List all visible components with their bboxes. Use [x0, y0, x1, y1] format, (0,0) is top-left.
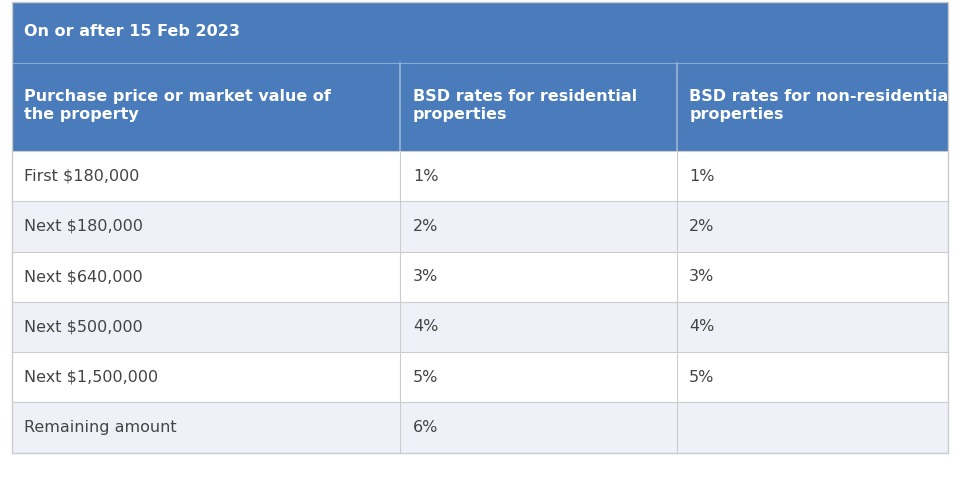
Text: BSD rates for non-residential
properties: BSD rates for non-residential properties — [689, 89, 954, 122]
Text: Next $500,000: Next $500,000 — [24, 319, 143, 334]
Text: 2%: 2% — [689, 219, 714, 234]
Text: Remaining amount: Remaining amount — [24, 420, 177, 435]
Text: 5%: 5% — [689, 370, 714, 385]
Text: 4%: 4% — [689, 319, 714, 334]
Text: BSD rates for residential
properties: BSD rates for residential properties — [413, 89, 637, 122]
Text: Next $1,500,000: Next $1,500,000 — [24, 370, 158, 385]
Text: Next $180,000: Next $180,000 — [24, 219, 143, 234]
Text: 4%: 4% — [413, 319, 438, 334]
Text: First $180,000: First $180,000 — [24, 169, 139, 183]
Text: 6%: 6% — [413, 420, 438, 435]
Text: Next $640,000: Next $640,000 — [24, 269, 143, 284]
Text: 2%: 2% — [413, 219, 438, 234]
Text: 1%: 1% — [413, 169, 439, 183]
Text: 1%: 1% — [689, 169, 715, 183]
Text: On or after 15 Feb 2023: On or after 15 Feb 2023 — [24, 24, 240, 39]
Text: Purchase price or market value of
the property: Purchase price or market value of the pr… — [24, 89, 331, 122]
Text: 3%: 3% — [689, 269, 714, 284]
Text: 3%: 3% — [413, 269, 438, 284]
Text: 5%: 5% — [413, 370, 438, 385]
